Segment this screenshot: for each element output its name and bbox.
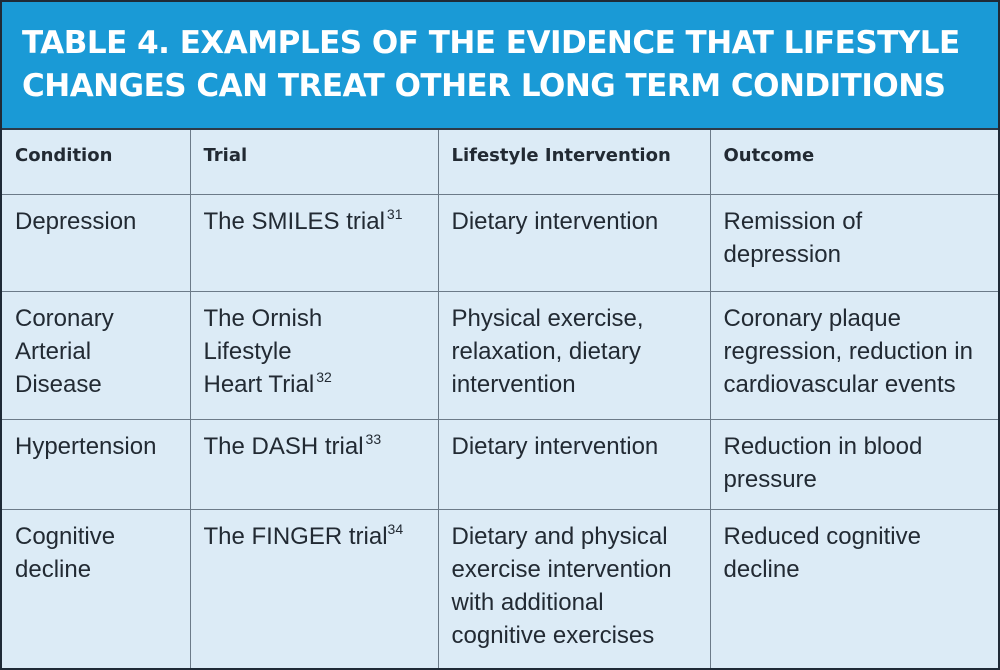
cell-line: intervention (451, 370, 576, 398)
cell-outcome: Reduction in blood pressure (709, 418, 998, 510)
header-intervention: Lifestyle Intervention (437, 130, 711, 195)
reference-number: 32 (316, 368, 332, 385)
reference-number: 33 (365, 430, 382, 447)
trial-name: The FINGER trial (203, 522, 388, 550)
cell-line: Remission of (723, 207, 863, 235)
cell-line: decline (723, 555, 800, 583)
cell-line: Disease (15, 370, 102, 398)
cell-line: Reduced cognitive (723, 522, 921, 550)
header-condition: Condition (2, 130, 191, 195)
trial-name: Heart Trial (203, 370, 315, 398)
cell-line: The FINGER trial34 (204, 520, 428, 553)
cell-trial: The FINGER trial34 (189, 508, 439, 668)
table-row-depression: Depression The SMILES trial 31 Dietary in… (2, 193, 998, 292)
table-title-banner: TABLE 4. EXAMPLES OF THE EVIDENCE THAT L… (2, 2, 998, 130)
cell-line: Hypertension (15, 432, 157, 460)
cell-intervention: Dietary and physical exercise interventi… (437, 508, 711, 668)
cell-line: Heart Trial 32 (204, 368, 428, 401)
cell-line: Physical exercise, (451, 304, 644, 332)
cell-line: pressure (723, 465, 817, 493)
trial-name: The DASH trial (203, 432, 364, 460)
evidence-table: Condition Trial Lifestyle Intervention O… (2, 130, 998, 668)
reference-number: 34 (387, 520, 404, 537)
trial-name: The SMILES trial (203, 207, 385, 235)
header-row: Condition Trial Lifestyle Intervention O… (2, 130, 998, 195)
header-trial: Trial (189, 130, 439, 195)
cell-line: cognitive exercises (451, 621, 655, 649)
cell-outcome: Coronary plaque regression, reduction in… (709, 290, 998, 420)
cell-outcome: Reduced cognitive decline (709, 508, 998, 668)
cell-line: The DASH trial 33 (204, 430, 428, 463)
cell-line: Coronary (15, 304, 114, 332)
cell-line: Dietary intervention (451, 207, 659, 235)
cell-line: Cognitive (15, 522, 116, 550)
cell-line: regression, reduction in (723, 337, 973, 365)
cell-line: Arterial (15, 337, 92, 365)
cell-condition: Hypertension (2, 418, 191, 510)
table-row-coronary: Coronary Arterial Disease The Ornish Lif… (2, 290, 998, 420)
cell-intervention: Dietary intervention (437, 418, 711, 510)
cell-line: decline (15, 555, 92, 583)
cell-line: Coronary plaque (723, 304, 901, 332)
cell-trial: The DASH trial 33 (189, 418, 439, 510)
cell-line: The SMILES trial 31 (204, 205, 428, 238)
cell-intervention: Dietary intervention (437, 193, 711, 292)
table-title-line-2: CHANGES CAN TREAT OTHER LONG TERM CONDIT… (22, 68, 946, 104)
table-row-hypertension: Hypertension The DASH trial 33 Dietary in… (2, 418, 998, 510)
cell-line: depression (723, 240, 841, 268)
cell-trial: The Ornish Lifestyle Heart Trial 32 (189, 290, 439, 420)
cell-line: with additional (451, 588, 604, 616)
cell-line: The Ornish (203, 304, 323, 332)
table-title-line-1: TABLE 4. EXAMPLES OF THE EVIDENCE THAT L… (22, 25, 960, 61)
cell-line: Depression (15, 207, 137, 235)
cell-condition: Depression (2, 193, 191, 292)
cell-line: exercise intervention (451, 555, 672, 583)
cell-condition: Cognitive decline (2, 508, 191, 668)
cell-line: cardiovascular events (723, 370, 956, 398)
cell-line: relaxation, dietary (451, 337, 641, 365)
cell-outcome: Remission of depression (709, 193, 998, 292)
cell-intervention: Physical exercise, relaxation, dietary i… (437, 290, 711, 420)
table-row-cognitive: Cognitive decline The FINGER trial34 Die… (2, 508, 998, 668)
cell-line: Reduction in blood (723, 432, 923, 460)
header-outcome: Outcome (709, 130, 998, 195)
reference-number: 31 (386, 205, 403, 222)
cell-line: Dietary intervention (451, 432, 659, 460)
cell-trial: The SMILES trial 31 (189, 193, 439, 292)
cell-condition: Coronary Arterial Disease (2, 290, 191, 420)
cell-line: Lifestyle (203, 337, 292, 365)
cell-line: Dietary and physical (451, 522, 668, 550)
